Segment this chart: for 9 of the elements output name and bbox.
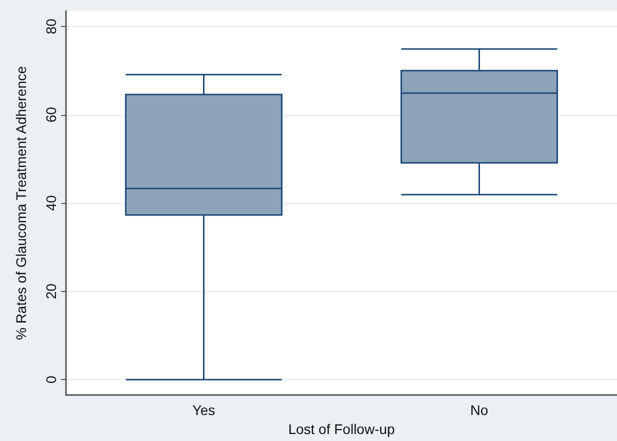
x-tick-label: No — [470, 402, 488, 418]
x-axis-title: Lost of Follow-up — [288, 421, 396, 437]
y-tick-label: 40 — [43, 195, 59, 211]
y-tick-label: 0 — [43, 376, 59, 384]
y-axis-title: % Rates of Glaucoma Treatment Adherence — [13, 66, 29, 340]
y-tick-label: 80 — [43, 18, 59, 34]
x-tick-label: Yes — [192, 402, 216, 418]
y-tick-label: 20 — [43, 283, 59, 300]
y-tick-label: 60 — [43, 106, 59, 123]
